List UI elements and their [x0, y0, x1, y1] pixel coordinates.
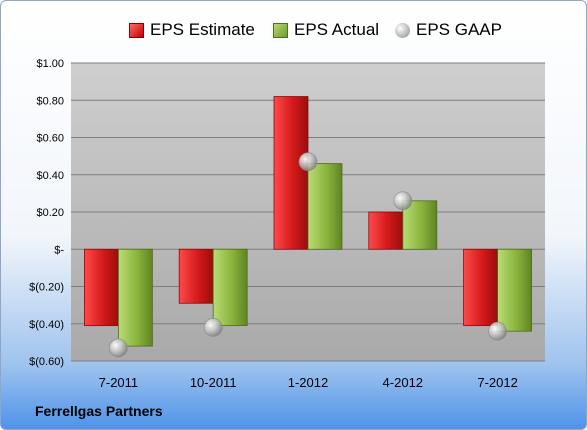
legend-item-actual: EPS Actual [273, 17, 379, 43]
bar-eps-actual [497, 248, 533, 332]
bar-eps-estimate [84, 248, 119, 327]
marker-eps-gaap [393, 191, 413, 211]
x-tick-label: 10-2011 [190, 375, 237, 390]
y-tick-label: $- [54, 244, 64, 256]
x-tick-label: 7-2011 [99, 375, 139, 390]
bar-eps-actual [307, 163, 343, 250]
legend-label-estimate: EPS Estimate [150, 20, 255, 39]
y-tick-label: $0.60 [36, 133, 64, 145]
x-tick-label: 7-2012 [477, 375, 517, 390]
y-tick-label: $(0.20) [29, 282, 64, 294]
y-tick-label: $1.00 [36, 58, 64, 70]
company-name: Ferrellgas Partners [35, 403, 163, 419]
legend-swatch-estimate [129, 22, 144, 38]
bar-eps-actual [118, 248, 153, 347]
bar-eps-actual [212, 248, 248, 327]
legend-label-gaap: EPS GAAP [416, 20, 502, 39]
marker-eps-gaap [298, 152, 318, 172]
legend-label-actual: EPS Actual [294, 20, 380, 39]
x-tick-label: 1-2012 [288, 375, 328, 390]
legend-item-gaap: EPS GAAP [395, 17, 502, 43]
x-tick-label: 4-2012 [383, 375, 423, 390]
y-tick-label: $0.20 [36, 207, 64, 219]
legend-item-estimate: EPS Estimate [129, 17, 255, 43]
y-tick-label: $(0.40) [29, 319, 64, 331]
legend: EPS Estimate EPS Actual EPS GAAP [1, 17, 586, 43]
bar-eps-estimate [368, 211, 404, 250]
marker-eps-gaap [488, 321, 507, 341]
bar-eps-actual [402, 200, 438, 250]
marker-eps-gaap [109, 338, 128, 358]
bar-eps-estimate [463, 248, 499, 327]
marker-eps-gaap [203, 318, 223, 337]
bar-eps-estimate [178, 248, 214, 304]
bar-eps-estimate [273, 96, 309, 250]
y-tick-label: $0.80 [36, 95, 64, 107]
y-tick-label: $(0.60) [29, 356, 64, 368]
legend-swatch-actual [273, 22, 288, 38]
y-tick-label: $0.40 [36, 170, 64, 182]
legend-swatch-gaap [395, 22, 410, 38]
